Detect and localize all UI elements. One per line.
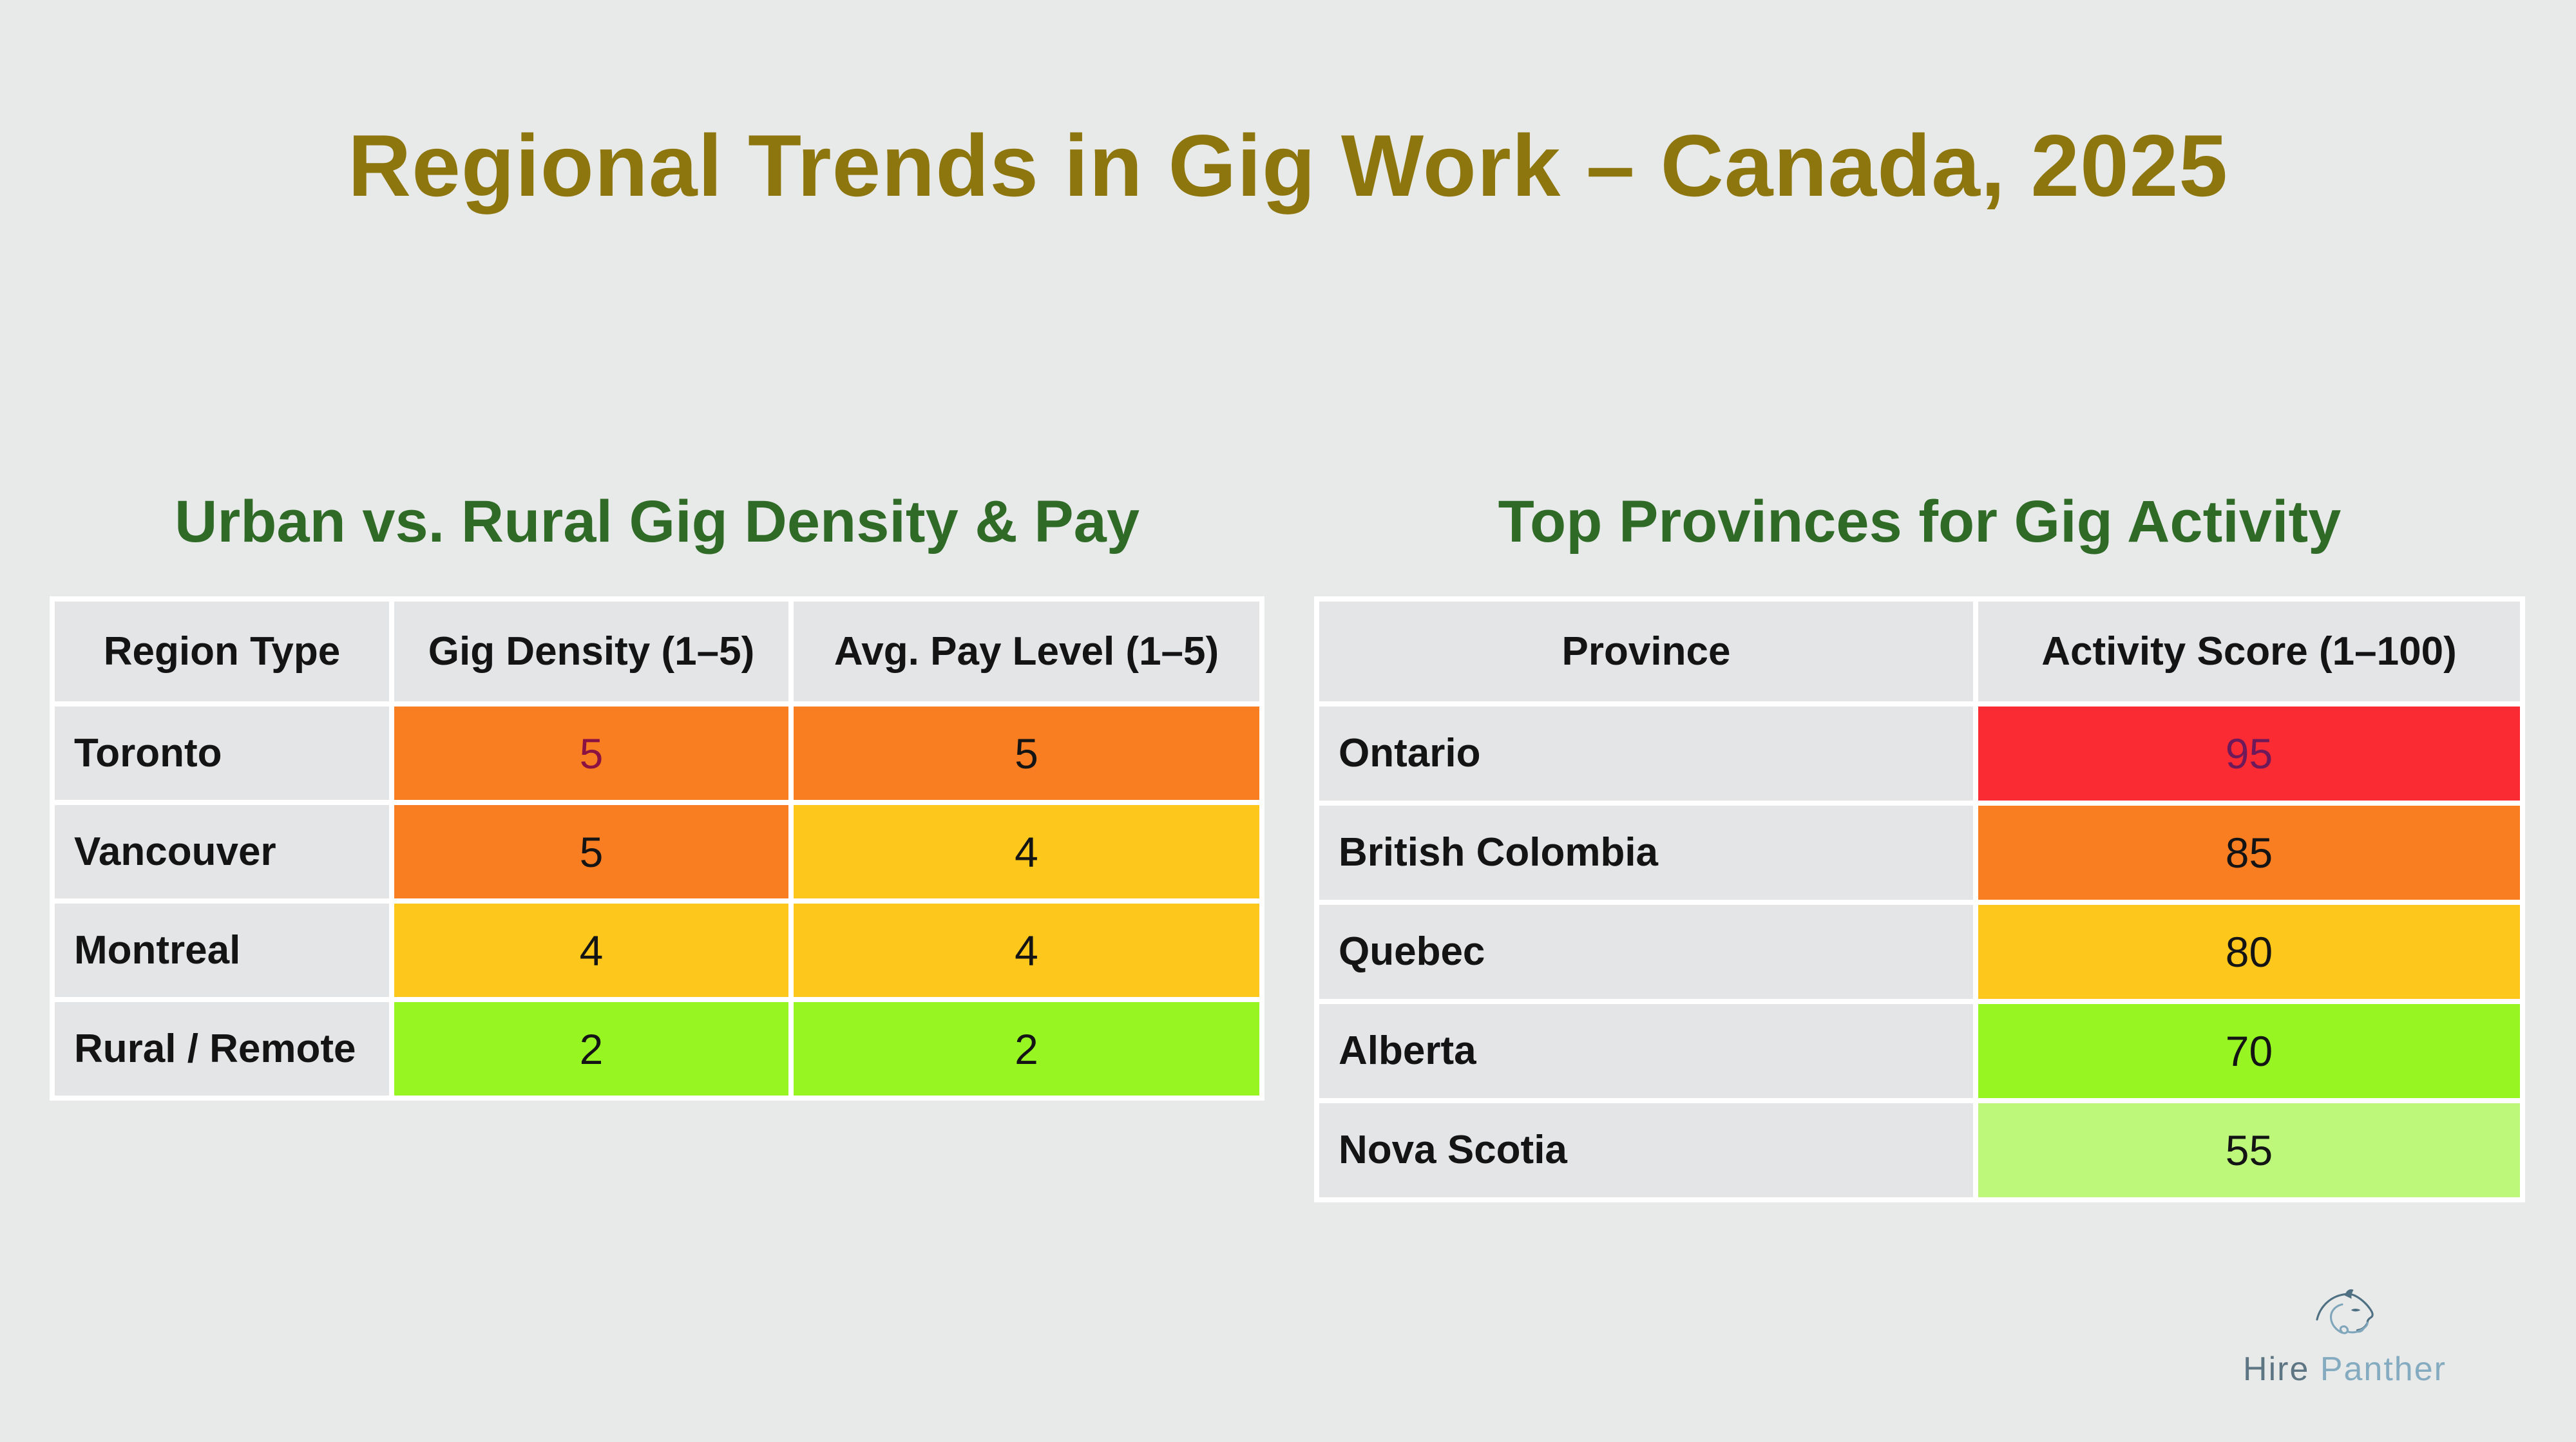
- page-title: Regional Trends in Gig Work – Canada, 20…: [348, 117, 2228, 215]
- column-header: Region Type: [55, 602, 389, 701]
- urban-rural-table: Region Type Gig Density (1–5) Avg. Pay Lev…: [50, 596, 1264, 1101]
- value-cell: 5: [394, 707, 788, 800]
- row-label: Toronto: [55, 707, 389, 800]
- row-label: Rural / Remote: [55, 1002, 389, 1096]
- column-header: Avg. Pay Level (1–5): [794, 602, 1259, 701]
- row-label: Vancouver: [55, 805, 389, 898]
- value-cell: 4: [394, 904, 788, 997]
- value-cell: 85: [1978, 806, 2520, 900]
- row-label: British Colombia: [1319, 806, 1973, 900]
- value-cell: 4: [794, 805, 1259, 898]
- panther-icon: [2316, 1289, 2374, 1334]
- value-cell: 80: [1978, 905, 2520, 999]
- column-header: Activity Score (1–100): [1978, 602, 2520, 701]
- value-cell: 5: [394, 805, 788, 898]
- row-label: Ontario: [1319, 707, 1973, 801]
- row-label: Quebec: [1319, 905, 1973, 999]
- value-cell: 95: [1978, 707, 2520, 801]
- value-cell: 2: [394, 1002, 788, 1096]
- value-cell: 70: [1978, 1004, 2520, 1098]
- column-header: Gig Density (1–5): [394, 602, 788, 701]
- row-label: Alberta: [1319, 1004, 1973, 1098]
- row-label: Montreal: [55, 904, 389, 997]
- value-cell: 2: [794, 1002, 1259, 1096]
- row-label: Nova Scotia: [1319, 1103, 1973, 1197]
- logo-wordmark: Hire Panther: [2229, 1350, 2461, 1389]
- top-provinces-table: Province Activity Score (1–100) Ontario 95 B…: [1314, 596, 2525, 1202]
- value-cell: 4: [794, 904, 1259, 997]
- value-cell: 55: [1978, 1103, 2520, 1197]
- urban-rural-table-heading: Urban vs. Rural Gig Density & Pay: [174, 489, 1140, 555]
- value-cell: 5: [794, 707, 1259, 800]
- logo-word-hire: Hire: [2243, 1351, 2310, 1388]
- column-header: Province: [1319, 602, 1973, 701]
- hirepanther-logo: Hire Panther: [2229, 1287, 2461, 1389]
- top-provinces-table-heading: Top Provinces for Gig Activity: [1498, 489, 2342, 555]
- logo-word-panther: Panther: [2320, 1351, 2447, 1388]
